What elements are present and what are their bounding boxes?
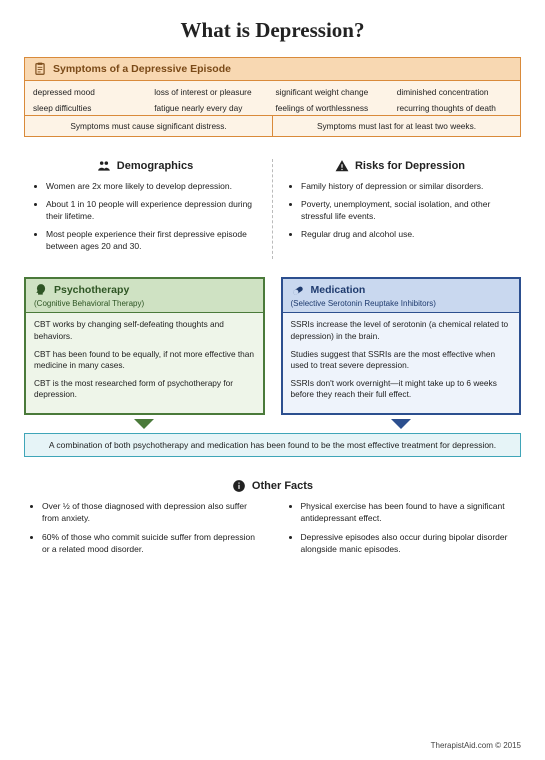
medication-body: SSRIs increase the level of serotonin (a… — [283, 312, 520, 413]
combination-box: A combination of both psychotherapy and … — [24, 433, 521, 457]
psychotherapy-heading-text: Psychotherapy — [54, 284, 129, 296]
other-facts-right: Physical exercise has been found to have… — [283, 501, 522, 563]
arrow-down-icon — [391, 419, 411, 429]
list-item: Women are 2x more likely to develop depr… — [46, 181, 258, 192]
list-item: Over ½ of those diagnosed with depressio… — [42, 501, 263, 524]
risks-heading: Risks for Depression — [287, 159, 513, 173]
body-item: SSRIs don't work overnight—it might take… — [291, 378, 512, 400]
demographics-heading-text: Demographics — [117, 160, 193, 172]
list-item: Regular drug and alcohol use. — [301, 229, 513, 240]
clipboard-icon — [33, 62, 47, 76]
body-item: CBT is the most researched form of psych… — [34, 378, 255, 400]
warning-icon — [335, 159, 349, 173]
symptom-item: sleep difficulties — [33, 103, 148, 113]
medication-box: Medication (Selective Serotonin Reuptake… — [281, 277, 522, 431]
risks-heading-text: Risks for Depression — [355, 160, 465, 172]
body-item: Studies suggest that SSRIs are the most … — [291, 349, 512, 371]
medication-heading: Medication — [283, 279, 520, 299]
risks-col: Risks for Depression Family history of d… — [273, 159, 521, 259]
symptoms-footnotes: Symptoms must cause significant distress… — [25, 115, 520, 136]
symptom-footnote: Symptoms must cause significant distress… — [25, 116, 273, 136]
other-facts-left: Over ½ of those diagnosed with depressio… — [24, 501, 263, 563]
symptom-item: depressed mood — [33, 87, 148, 97]
info-icon — [232, 479, 246, 493]
psychotherapy-heading: Psychotherapy — [26, 279, 263, 299]
symptoms-heading: Symptoms of a Depressive Episode — [25, 58, 520, 81]
demo-risks-row: Demographics Women are 2x more likely to… — [24, 159, 521, 259]
list-item: Depressive episodes also occur during bi… — [301, 532, 522, 555]
symptom-item: feelings of worthlessness — [276, 103, 391, 113]
body-item: CBT has been found to be equally, if not… — [34, 349, 255, 371]
list-item: About 1 in 10 people will experience dep… — [46, 199, 258, 222]
pill-icon — [291, 283, 305, 297]
symptoms-grid: depressed mood loss of interest or pleasu… — [25, 81, 520, 115]
people-icon — [97, 159, 111, 173]
list-item: 60% of those who commit suicide suffer f… — [42, 532, 263, 555]
therapy-row: Psychotherapy (Cognitive Behavioral Ther… — [24, 277, 521, 431]
list-item: Physical exercise has been found to have… — [301, 501, 522, 524]
page-title: What is Depression? — [24, 18, 521, 43]
psychotherapy-body: CBT works by changing self-defeating tho… — [26, 312, 263, 413]
psychotherapy-box: Psychotherapy (Cognitive Behavioral Ther… — [24, 277, 265, 431]
symptom-item: fatigue nearly every day — [154, 103, 269, 113]
other-facts-heading: Other Facts — [24, 479, 521, 493]
other-facts-heading-text: Other Facts — [252, 480, 313, 492]
list-item: Most people experience their first depre… — [46, 229, 258, 252]
symptom-item: loss of interest or pleasure — [154, 87, 269, 97]
demographics-col: Demographics Women are 2x more likely to… — [24, 159, 273, 259]
psychotherapy-subheading: (Cognitive Behavioral Therapy) — [26, 299, 263, 312]
body-item: SSRIs increase the level of serotonin (a… — [291, 319, 512, 341]
symptoms-box: Symptoms of a Depressive Episode depress… — [24, 57, 521, 137]
body-item: CBT works by changing self-defeating tho… — [34, 319, 255, 341]
arrow-down-icon — [134, 419, 154, 429]
medication-heading-text: Medication — [311, 284, 366, 296]
symptom-item: diminished concentration — [397, 87, 512, 97]
footer-text: TherapistAid.com © 2015 — [431, 741, 521, 750]
list-item: Family history of depression or similar … — [301, 181, 513, 192]
demographics-list: Women are 2x more likely to develop depr… — [32, 181, 258, 252]
head-icon — [34, 283, 48, 297]
medication-subheading: (Selective Serotonin Reuptake Inhibitors… — [283, 299, 520, 312]
symptom-item: significant weight change — [276, 87, 391, 97]
symptom-footnote: Symptoms must last for at least two week… — [273, 116, 520, 136]
symptom-item: recurring thoughts of death — [397, 103, 512, 113]
list-item: Poverty, unemployment, social isolation,… — [301, 199, 513, 222]
demographics-heading: Demographics — [32, 159, 258, 173]
risks-list: Family history of depression or similar … — [287, 181, 513, 241]
symptoms-heading-text: Symptoms of a Depressive Episode — [53, 63, 231, 75]
other-facts-grid: Over ½ of those diagnosed with depressio… — [24, 501, 521, 563]
